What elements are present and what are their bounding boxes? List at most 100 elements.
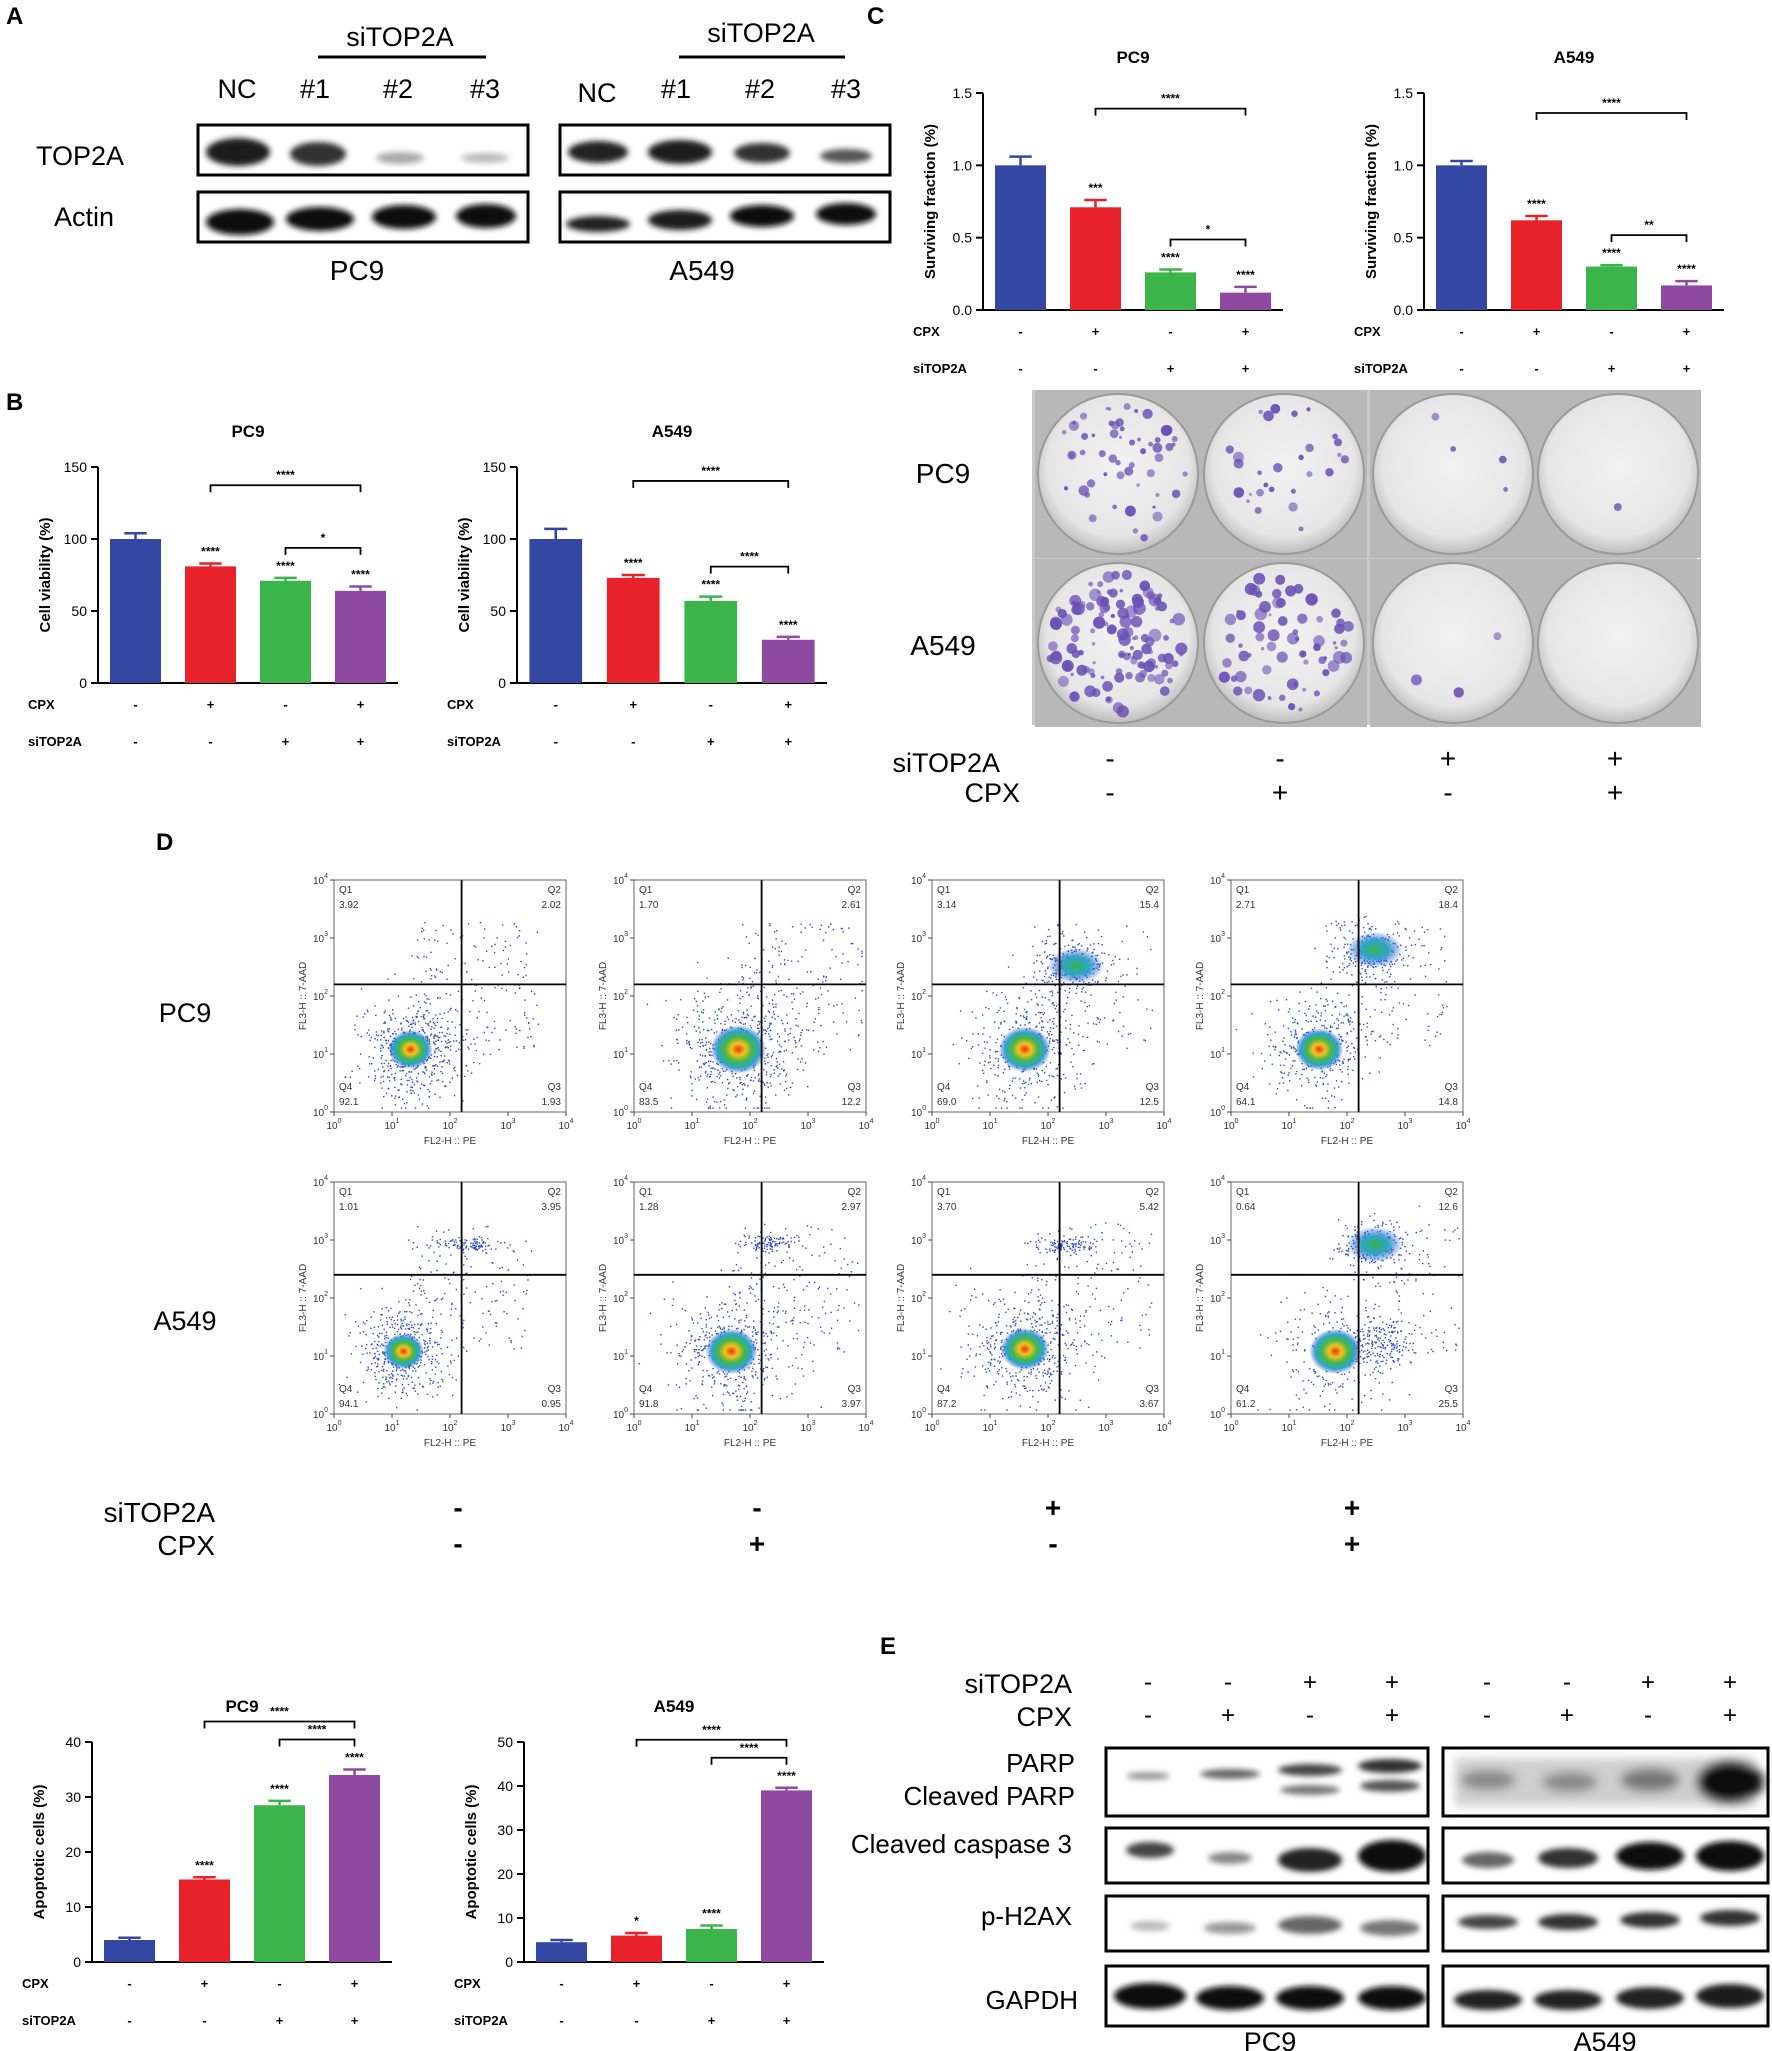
flow-event [978, 1107, 980, 1109]
flow-event [1093, 1062, 1095, 1065]
flow-event [400, 1083, 402, 1085]
flow-event [791, 1001, 793, 1003]
flow-event [530, 1035, 532, 1038]
flow-event [803, 1341, 806, 1344]
flow-event [390, 1376, 392, 1379]
flow-event [857, 1329, 860, 1332]
flow-event [454, 1066, 456, 1069]
flow-event [1365, 976, 1368, 978]
flow-event [430, 1332, 432, 1334]
flow-event [858, 1009, 860, 1012]
d-row-label-a549: A549 [153, 1306, 216, 1336]
flow-event [473, 1246, 475, 1249]
flow-event [1346, 1013, 1348, 1015]
flow-event [708, 1060, 710, 1062]
flow-event [1022, 1015, 1025, 1017]
flow-event [824, 1312, 827, 1315]
colony [1331, 608, 1341, 619]
flow-event [500, 1280, 503, 1283]
flow-event [402, 1368, 404, 1371]
flow-event [1057, 923, 1059, 926]
c-bottom-cpx-sign: + [1607, 777, 1623, 808]
flow-event [1054, 1007, 1057, 1010]
flow-event [742, 1400, 744, 1403]
flow-event [1090, 994, 1092, 996]
flow-event [514, 1026, 516, 1028]
flow-event [835, 955, 837, 958]
flow-event [448, 1060, 451, 1063]
flow-event [719, 1107, 721, 1109]
flow-event [357, 1325, 360, 1327]
flow-event [1385, 993, 1387, 996]
flow-event [700, 1317, 702, 1320]
flow-event [463, 1248, 465, 1250]
flow-event [757, 997, 759, 999]
flow-event [349, 1332, 351, 1334]
colony [1263, 410, 1274, 422]
flow-event [396, 1319, 399, 1321]
c-a549-ytick-label: 1.5 [1394, 85, 1414, 101]
flow-event [482, 1326, 484, 1328]
flow-event [817, 1050, 820, 1053]
flow-event [401, 1070, 403, 1072]
flow-event [354, 1024, 356, 1026]
flow-event [726, 1311, 729, 1313]
flow-event [1389, 1044, 1391, 1046]
flow-event [660, 1334, 662, 1336]
c-a549-cond-sign: - [1459, 324, 1463, 339]
flow-event [1053, 1046, 1055, 1049]
flow-event [754, 1374, 757, 1376]
quadrant-name-q1: Q1 [339, 1187, 353, 1198]
flow-event [1349, 1052, 1352, 1055]
flow-event [1269, 1000, 1272, 1003]
flow-event [1424, 975, 1427, 978]
flow-event [779, 1083, 781, 1085]
flow-event [764, 1272, 767, 1275]
flow-event [995, 1041, 997, 1044]
a549-lane-2: #2 [745, 74, 775, 104]
flow-event [449, 994, 452, 996]
flow-event [381, 1045, 384, 1047]
flow-event [1380, 991, 1382, 994]
flow-event [442, 1080, 444, 1083]
flow-event [693, 1348, 695, 1351]
flow-event [781, 1242, 783, 1244]
flow-event [402, 1378, 405, 1380]
colony [1147, 673, 1156, 683]
quadrant-name-q3: Q3 [548, 1384, 562, 1395]
flow-event [1369, 927, 1371, 930]
flow-event [439, 971, 442, 973]
b-a549-bracket-label: **** [701, 464, 720, 478]
a549-top2a-bands [568, 140, 872, 164]
flow-event [429, 1021, 431, 1023]
flow-xlabel: FL2-H :: PE [724, 1438, 777, 1449]
flow-event [372, 1347, 374, 1350]
flow-event [806, 971, 809, 973]
flow-event [1049, 991, 1051, 993]
flow-event [391, 1095, 393, 1097]
flow-event [1337, 947, 1339, 950]
flow-event [1343, 1005, 1345, 1008]
flow-event [1044, 996, 1046, 999]
flow-event [768, 1238, 770, 1240]
flow-event [1352, 962, 1355, 964]
flow-event [729, 1409, 731, 1411]
flow-event [1053, 1017, 1055, 1020]
flow-plot-frame [931, 879, 1165, 1113]
flow-event [1052, 1027, 1054, 1030]
flow-event [1315, 1084, 1317, 1086]
flow-event [1371, 1031, 1373, 1033]
flow-event [430, 978, 432, 980]
flow-event [697, 990, 699, 993]
flow-event [720, 1269, 723, 1271]
pc9-lane-nc: NC [218, 74, 257, 104]
flow-event [1391, 1010, 1393, 1012]
flow-event [370, 1327, 372, 1329]
culture-dish [1203, 393, 1365, 555]
flow-event [807, 1029, 810, 1031]
flow-event [992, 992, 994, 994]
flow-event [514, 992, 517, 994]
flow-event [406, 1091, 408, 1093]
flow-event [1278, 1054, 1280, 1057]
colony [1136, 437, 1142, 442]
